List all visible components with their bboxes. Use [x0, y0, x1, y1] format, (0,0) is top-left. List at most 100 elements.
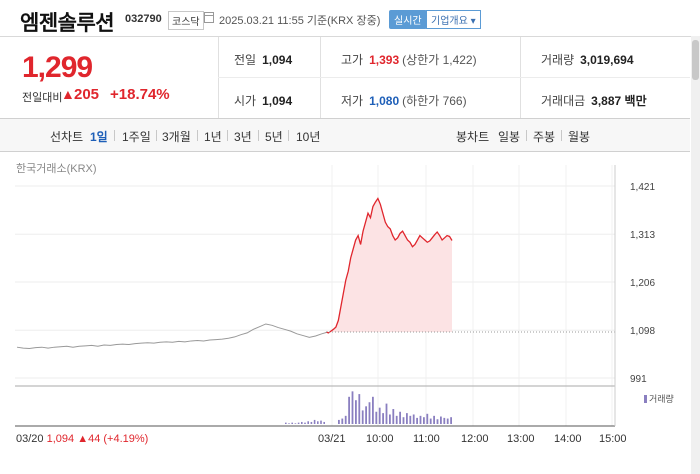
amount-label: 거래대금 [541, 94, 586, 108]
volume-bar [320, 420, 322, 424]
x-tick-label: 14:00 [554, 433, 582, 445]
x-tick-label: 10:00 [366, 433, 394, 445]
volume-bar [436, 419, 439, 424]
high-label: 고가 [341, 53, 364, 67]
volume-bar [348, 396, 350, 424]
volume-bar [291, 422, 293, 424]
prev-day-change: 44 [88, 433, 101, 445]
calendar-icon [204, 12, 214, 23]
volume-bar [297, 422, 300, 424]
volume-bar [365, 406, 367, 424]
volume-bar [351, 391, 354, 424]
chart-grid [15, 165, 615, 426]
up-arrow-icon: ▲ [61, 86, 75, 102]
open-value: 1,094 [262, 94, 293, 108]
divider [526, 130, 527, 141]
volume-bar [450, 417, 452, 424]
open-label: 시가 [234, 94, 257, 108]
volume-bar [416, 417, 418, 424]
scrollbar-track[interactable] [691, 36, 700, 474]
period-5y[interactable]: 5년 [265, 130, 283, 144]
volume-bar [368, 402, 371, 424]
change-label: 전일대비 [22, 92, 63, 104]
volume-bar [338, 419, 340, 424]
price-box: 1,299 전일대비 ▲ 205 +18.74% [0, 37, 219, 118]
prev-close-value: 1,094 [262, 53, 293, 67]
period-1y[interactable]: 1년 [204, 130, 222, 144]
period-bar: 선차트 1일 1주일 3개월 1년 3년 5년 10년 봉차트 일봉 주봉 월봉 [0, 119, 690, 152]
volume-bar [399, 411, 401, 424]
y-tick-label: 1,313 [630, 230, 655, 241]
volume-value: 3,019,694 [580, 53, 634, 67]
realtime-button[interactable]: 실시간 [389, 10, 427, 29]
high-cell: 고가 1,393 (상한가 1,422) [341, 51, 477, 68]
company-info-dropdown[interactable]: 기업개요 ▾ [426, 10, 481, 29]
volume-bar [375, 411, 378, 424]
volume-bar [301, 421, 303, 424]
divider [197, 130, 198, 141]
period-10y[interactable]: 10년 [296, 130, 321, 144]
volume-bar [317, 421, 319, 424]
volume-bar [358, 394, 361, 424]
volume-bar [361, 410, 364, 424]
volume-bar [304, 422, 306, 424]
open-cell: 시가 1,094 [234, 92, 292, 109]
change-value: 205 [74, 86, 100, 103]
data-source-label: 한국거래소(KRX) [16, 163, 97, 175]
current-price: 1,299 [22, 51, 93, 84]
volume-bar [355, 400, 357, 424]
low-label: 저가 [341, 94, 364, 108]
x-tick-label: 12:00 [461, 433, 489, 445]
y-tick-label: 1,206 [630, 278, 655, 289]
candle-daily[interactable]: 일봉 [498, 130, 521, 144]
prev-close-label: 전일 [234, 53, 257, 67]
divider [156, 130, 157, 141]
volume-legend: 거래량 [644, 392, 674, 405]
volume-bar [382, 413, 384, 424]
today-area-fill [326, 198, 452, 333]
stock-header: 엠젠솔루션 032790 코스닥 2025.03.21 11:55 기준(KRX… [0, 0, 700, 37]
quote-panel: 1,299 전일대비 ▲ 205 +18.74% 전일 1,094 고가 1,393… [0, 37, 690, 119]
volume-bar [307, 421, 309, 424]
prev-day-info: 03/20 1,094 ▲44 (+4.19%) [16, 433, 148, 445]
candle-monthly[interactable]: 월봉 [568, 130, 591, 144]
volume-bar [426, 413, 429, 424]
volume-bar [294, 423, 297, 424]
volume-bar [288, 423, 290, 424]
stock-code: 032790 [125, 13, 162, 25]
y-tick-label: 1,098 [630, 326, 655, 337]
period-1d[interactable]: 1일 [90, 130, 108, 144]
y-tick-label: 991 [630, 374, 647, 385]
stock-name: 엠젠솔루션 [20, 12, 115, 35]
prev-day-rate: (+4.19%) [103, 433, 149, 445]
volume-swatch-icon [644, 395, 647, 403]
volume-bars [285, 391, 452, 424]
divider [227, 130, 228, 141]
volume-bar [433, 415, 435, 424]
volume-bar [372, 396, 374, 424]
up-arrow-icon: ▲ [77, 433, 89, 445]
change-rate: +18.74% [110, 86, 170, 103]
volume-bar [313, 419, 316, 424]
low-cell: 저가 1,080 (하한가 766) [341, 92, 467, 109]
upper-limit: (상한가 1,422) [402, 53, 477, 67]
volume-bar [395, 415, 398, 424]
prev-close-cell: 전일 1,094 [234, 51, 292, 68]
volume-bar [392, 409, 395, 424]
today-line [325, 197, 453, 334]
candle-weekly[interactable]: 주봉 [533, 130, 556, 144]
x-tick-label: 03/21 [318, 433, 346, 445]
period-3m[interactable]: 3개월 [162, 130, 191, 144]
volume-bar [389, 414, 391, 424]
amount-cell: 거래대금 3,887 백만 [541, 92, 647, 109]
scrollbar-thumb[interactable] [692, 40, 699, 80]
divider [258, 130, 259, 141]
prev-day-price: 1,094 [46, 433, 75, 445]
volume-bar [385, 403, 388, 424]
volume-bar [344, 415, 347, 424]
period-1w[interactable]: 1주일 [122, 130, 151, 144]
volume-bar [423, 417, 425, 424]
period-3y[interactable]: 3년 [234, 130, 252, 144]
x-tick-label: 13:00 [507, 433, 535, 445]
